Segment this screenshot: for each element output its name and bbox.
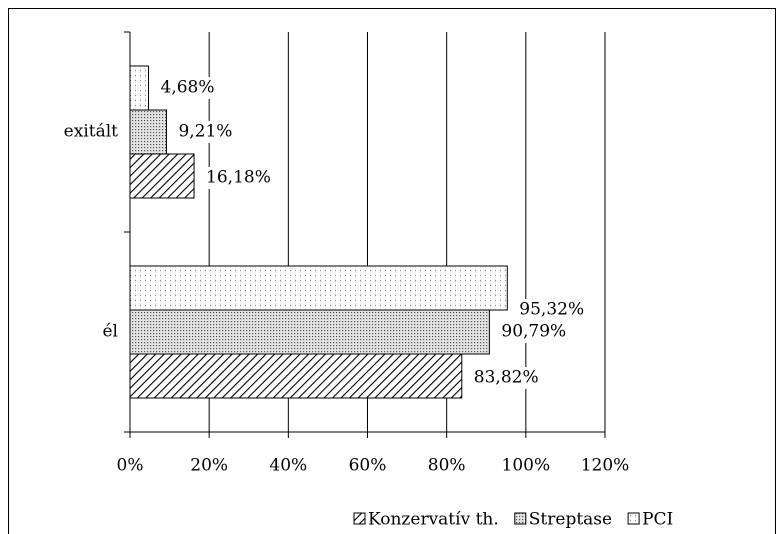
- bar: [129, 109, 167, 155]
- bar: [129, 265, 508, 311]
- x-tick-label: 120%: [581, 456, 630, 476]
- bar: [129, 309, 490, 355]
- label-bg: [156, 77, 219, 99]
- legend-swatch: [627, 512, 640, 525]
- bar: [129, 65, 150, 111]
- legend-label: Streptase: [529, 510, 612, 530]
- x-tick-label: 100%: [502, 456, 551, 476]
- data-label: 83,82%: [474, 368, 539, 388]
- data-label: 95,32%: [519, 300, 584, 320]
- x-tick-label: 0%: [117, 456, 144, 476]
- label-bg: [174, 121, 237, 143]
- label-bg: [497, 321, 571, 343]
- x-tick-label: 60%: [349, 456, 387, 476]
- data-label: 16,18%: [206, 168, 271, 188]
- x-tick-label: 20%: [190, 456, 228, 476]
- legend-swatch: [353, 512, 366, 525]
- data-label: 4,68%: [161, 78, 215, 98]
- bar: [129, 153, 195, 199]
- legend-swatch: [514, 512, 527, 525]
- label-bg: [469, 367, 543, 389]
- frame: [8, 8, 776, 534]
- legend-label: Konzervatív th.: [368, 510, 499, 530]
- x-tick-label: 80%: [428, 456, 466, 476]
- bar: [129, 353, 463, 399]
- label-bg: [515, 299, 589, 321]
- legend-label: PCI: [642, 510, 673, 530]
- x-tick-label: 40%: [269, 456, 307, 476]
- data-label: 90,79%: [501, 322, 566, 342]
- y-tick-label: él: [103, 322, 119, 342]
- data-label: 9,21%: [178, 122, 232, 142]
- label-bg: [202, 167, 275, 189]
- y-tick-label: exitált: [64, 122, 118, 142]
